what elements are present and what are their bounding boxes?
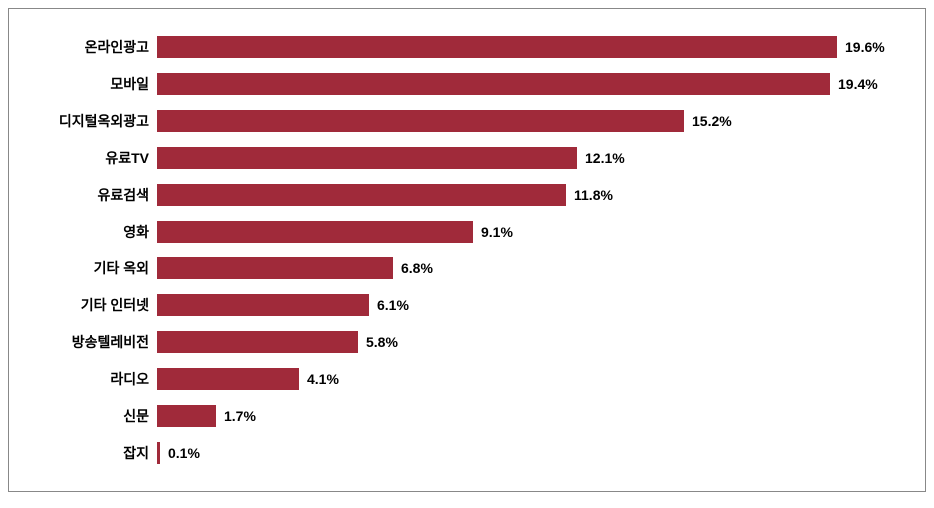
bar-fill — [157, 257, 393, 279]
bar-value: 6.8% — [401, 260, 433, 276]
bar-track: 5.8% — [157, 324, 895, 360]
bar-row: 방송텔레비전 5.8% — [19, 324, 895, 360]
bar-row: 신문 1.7% — [19, 398, 895, 434]
bar-track: 11.8% — [157, 177, 895, 213]
bar-track: 9.1% — [157, 214, 895, 250]
bar-label: 모바일 — [19, 74, 157, 94]
bar-label: 디지털옥외광고 — [19, 111, 157, 131]
bar-value: 15.2% — [692, 113, 732, 129]
bar-value: 12.1% — [585, 150, 625, 166]
bar-label: 유료검색 — [19, 185, 157, 205]
bar-label: 기타 인터넷 — [19, 295, 157, 315]
bar-value: 1.7% — [224, 408, 256, 424]
bar-fill — [157, 110, 684, 132]
bar-fill — [157, 294, 369, 316]
bar-fill — [157, 368, 299, 390]
bar-label: 영화 — [19, 222, 157, 242]
bar-row: 잡지 0.1% — [19, 435, 895, 471]
chart-container: 온라인광고 19.6% 모바일 19.4% 디지털옥외광고 15.2% 유료TV — [8, 8, 926, 492]
bar-value: 6.1% — [377, 297, 409, 313]
bar-label: 잡지 — [19, 443, 157, 463]
chart-area: 온라인광고 19.6% 모바일 19.4% 디지털옥외광고 15.2% 유료TV — [19, 29, 895, 471]
bar-row: 디지털옥외광고 15.2% — [19, 103, 895, 139]
bar-label: 온라인광고 — [19, 37, 157, 57]
bar-row: 모바일 19.4% — [19, 66, 895, 102]
bar-track: 19.6% — [157, 29, 895, 65]
bar-track: 6.8% — [157, 250, 895, 286]
bar-fill — [157, 73, 830, 95]
bar-track: 0.1% — [157, 435, 895, 471]
bar-label: 신문 — [19, 406, 157, 426]
bar-track: 19.4% — [157, 66, 895, 102]
bar-track: 1.7% — [157, 398, 895, 434]
bar-row: 유료TV 12.1% — [19, 140, 895, 176]
bar-label: 유료TV — [19, 148, 157, 168]
bar-fill — [157, 442, 160, 464]
bar-value: 11.8% — [574, 187, 613, 203]
bar-row: 유료검색 11.8% — [19, 177, 895, 213]
bar-fill — [157, 36, 837, 58]
bar-row: 기타 옥외 6.8% — [19, 250, 895, 286]
bar-track: 6.1% — [157, 287, 895, 323]
bar-fill — [157, 405, 216, 427]
bar-value: 0.1% — [168, 445, 200, 461]
bar-fill — [157, 184, 566, 206]
bar-track: 15.2% — [157, 103, 895, 139]
bar-label: 기타 옥외 — [19, 258, 157, 278]
bar-value: 5.8% — [366, 334, 398, 350]
bar-label: 방송텔레비전 — [19, 332, 157, 352]
bar-fill — [157, 221, 473, 243]
bar-row: 온라인광고 19.6% — [19, 29, 895, 65]
bar-value: 9.1% — [481, 224, 513, 240]
bar-label: 라디오 — [19, 369, 157, 389]
bar-value: 4.1% — [307, 371, 339, 387]
bar-value: 19.6% — [845, 39, 885, 55]
bar-fill — [157, 147, 577, 169]
bar-track: 4.1% — [157, 361, 895, 397]
bar-row: 기타 인터넷 6.1% — [19, 287, 895, 323]
bar-row: 영화 9.1% — [19, 214, 895, 250]
bar-row: 라디오 4.1% — [19, 361, 895, 397]
bar-track: 12.1% — [157, 140, 895, 176]
bar-value: 19.4% — [838, 76, 878, 92]
bar-fill — [157, 331, 358, 353]
